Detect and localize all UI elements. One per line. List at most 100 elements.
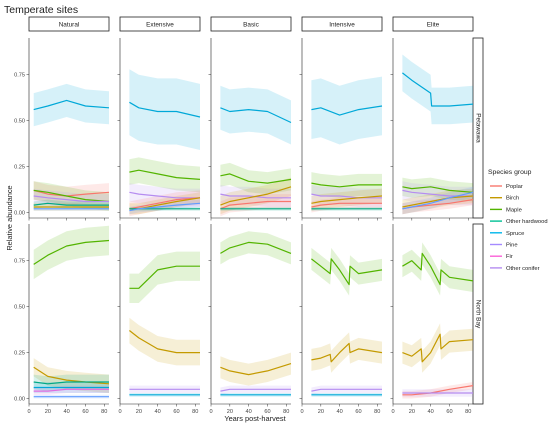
legend-label: Fir (506, 254, 513, 260)
line-spruce (33, 99, 110, 111)
legend-item-fir: Fir (490, 254, 513, 260)
line-birch (402, 333, 474, 363)
line-maple (33, 239, 110, 265)
panel-petawawa-basic (208, 38, 292, 221)
band-poplar (33, 181, 110, 206)
chart-title: Temperate sites (4, 4, 78, 16)
column-strip-label: Intensive (329, 22, 355, 29)
legend-item-maple: Maple (490, 207, 522, 213)
line-birch (220, 186, 292, 206)
row-strip-label: Petawawa (474, 113, 481, 143)
column-strip-label: Extensive (146, 22, 174, 29)
x-tick-label: 0 (118, 409, 121, 415)
x-tick-label: 20 (136, 409, 142, 415)
line-birch (311, 342, 383, 363)
column-strip-box (301, 16, 383, 32)
line-maple (402, 252, 474, 286)
panel-north-bay-basic (208, 224, 292, 407)
legend-title: Species group (488, 169, 532, 176)
line-poplar (220, 200, 291, 210)
y-tick-label: 0.00 (14, 396, 25, 402)
row-strip-box (472, 223, 484, 405)
column-strip-elite: Elite (392, 16, 474, 32)
x-tick-label: 40 (246, 409, 252, 415)
column-strip-intensive: Intensive (301, 16, 383, 32)
legend-item-poplar: Poplar (490, 184, 523, 190)
band-birch (33, 358, 110, 393)
band-maple (311, 172, 382, 198)
panel-petawawa-natural (26, 38, 110, 221)
line-maple (129, 265, 200, 289)
legend-item-other-hardwood: Other hardwood (490, 219, 548, 225)
legend-item-birch: Birch (490, 196, 519, 202)
band-maple (220, 231, 291, 265)
line-other-conifer (220, 388, 291, 392)
x-axis-title: Years post-harvest (224, 414, 285, 423)
column-strip-box (210, 16, 292, 32)
band-birch (129, 317, 200, 366)
x-tick-label: 60 (446, 409, 452, 415)
legend-label: Other conifer (506, 266, 540, 272)
line-poplar (311, 202, 382, 208)
panels-group: Natural Extensive Basic Intensive Elite Petaw… (14, 16, 484, 415)
y-tick-label: 0.50 (14, 119, 25, 125)
panel-north-bay-natural (26, 224, 110, 407)
y-tick-label: 0.50 (14, 305, 25, 311)
line-maple (220, 173, 292, 184)
x-tick-label: 80 (374, 409, 380, 415)
line-other-conifer (220, 193, 291, 199)
line-birch (129, 330, 200, 354)
line-spruce (402, 72, 474, 107)
line-spruce (311, 105, 383, 116)
line-pine (402, 191, 474, 210)
line-spruce (129, 101, 201, 118)
row-strip-label: North Bay (474, 300, 481, 329)
x-tick-label: 40 (428, 409, 434, 415)
x-tick-label: 0 (27, 409, 30, 415)
band-maple (33, 225, 110, 280)
y-tick-label: 0.75 (14, 259, 25, 265)
x-tick-label: 20 (45, 409, 51, 415)
panel-petawawa-extensive (117, 38, 201, 221)
x-tick-label: 60 (173, 409, 179, 415)
legend-label: Spruce (506, 231, 524, 237)
band-birch (311, 188, 382, 211)
line-maple (220, 241, 292, 254)
x-tick-label: 80 (192, 409, 198, 415)
y-tick-label: 0.25 (14, 351, 25, 357)
y-tick-label: 0.75 (14, 73, 25, 79)
line-maple (311, 182, 382, 188)
band-spruce (129, 69, 200, 150)
band-spruce (402, 54, 473, 125)
y-tick-label: 0.00 (14, 210, 25, 216)
line-birch (220, 363, 292, 376)
band-birch (220, 352, 291, 386)
band-maple (402, 242, 473, 296)
band-maple (311, 247, 382, 296)
panel-north-bay-intensive (299, 224, 383, 407)
column-strip-basic: Basic (210, 16, 292, 32)
x-tick-label: 40 (155, 409, 161, 415)
column-strip-label: Elite (427, 22, 440, 29)
legend-label: Birch (506, 196, 519, 202)
line-other-conifer (311, 388, 382, 392)
legend: Species group Poplar Birch Maple Other hard… (488, 169, 548, 272)
line-other-conifer (33, 195, 109, 203)
x-tick-label: 20 (318, 409, 324, 415)
line-pine (129, 202, 201, 212)
line-maple (129, 169, 201, 180)
line-spruce (220, 107, 292, 124)
legend-item-pine: Pine (490, 243, 518, 249)
x-tick-label: 0 (209, 409, 212, 415)
legend-item-spruce: Spruce (490, 231, 524, 237)
panel-north-bay-elite (390, 224, 474, 407)
row-strip-petawawa: Petawawa (472, 37, 484, 219)
y-axis-title: Relative abundance (5, 185, 14, 250)
band-birch (311, 332, 382, 373)
x-tick-label: 40 (64, 409, 70, 415)
line-birch (311, 195, 383, 204)
band-birch (402, 323, 473, 373)
band-spruce (311, 76, 382, 145)
line-maple (402, 186, 474, 193)
